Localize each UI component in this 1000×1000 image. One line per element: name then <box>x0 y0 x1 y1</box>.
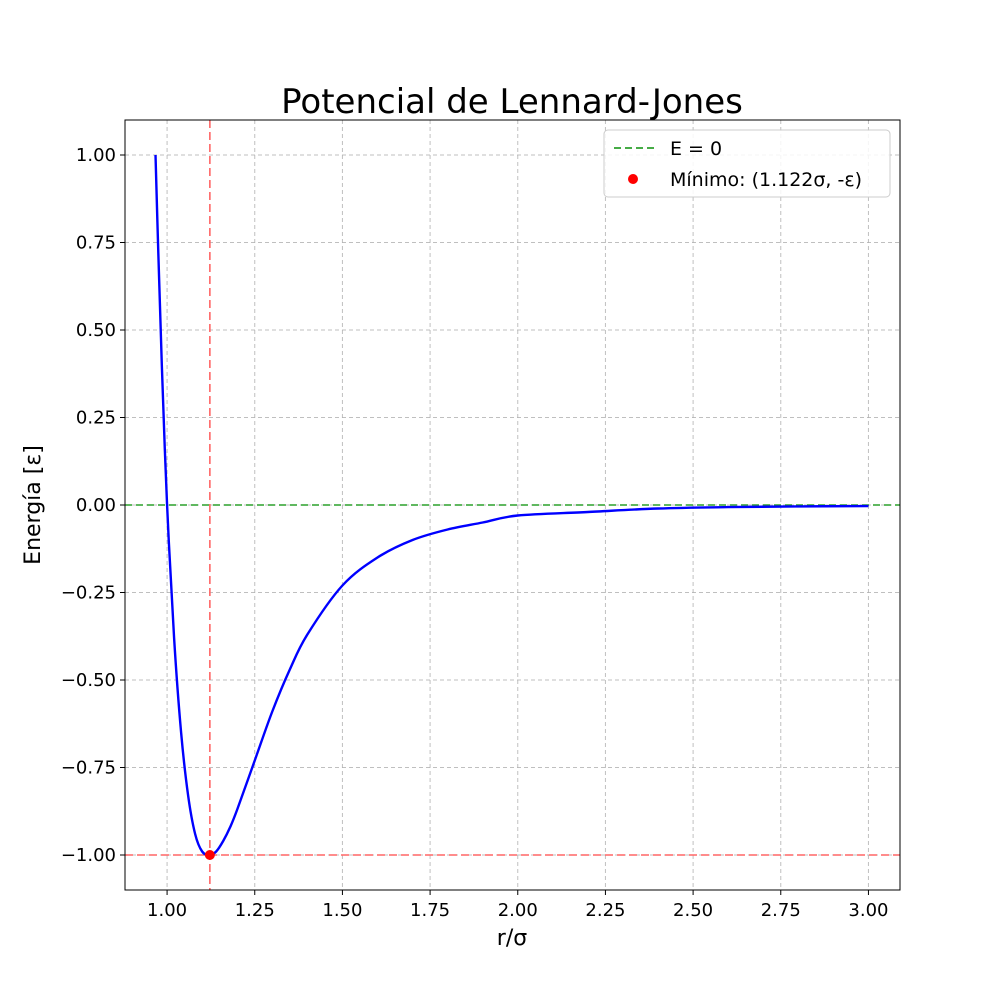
x-axis-label: r/σ <box>497 926 527 951</box>
reference-lines <box>125 120 900 890</box>
y-tick-label: −0.50 <box>61 670 116 691</box>
y-axis-ticks: 1.00 0.75 0.50 0.25 0.00 −0.25 −0.50 −0.75 −1.00 <box>61 145 125 866</box>
chart-title: Potencial de Lennard-Jones <box>281 82 743 122</box>
y-tick-label: 0.50 <box>76 320 116 341</box>
x-tick-label: 3.00 <box>848 900 888 921</box>
points <box>204 850 215 860</box>
x-tick-label: 2.75 <box>761 900 801 921</box>
y-axis-label: Energía [ε] <box>21 445 46 565</box>
x-tick-label: 2.25 <box>585 900 625 921</box>
x-tick-label: 2.00 <box>498 900 538 921</box>
x-tick-label: 1.25 <box>235 900 275 921</box>
x-axis-ticks: 1.00 1.25 1.50 1.75 2.00 2.25 2.50 2.75 3.00 <box>147 890 888 921</box>
y-tick-label: 1.00 <box>76 145 116 166</box>
x-tick-label: 2.50 <box>673 900 713 921</box>
y-tick-label: −0.25 <box>61 583 116 604</box>
x-tick-label: 1.50 <box>322 900 362 921</box>
curves <box>154 154 869 857</box>
y-tick-label: −1.00 <box>61 845 116 866</box>
legend: E = 0 Mínimo: (1.122σ, -ε) <box>603 129 891 198</box>
y-tick-label: 0.75 <box>76 233 116 254</box>
minimum-point <box>204 850 215 860</box>
lj-potential-curve <box>154 154 869 857</box>
y-tick-label: 0.25 <box>76 408 116 429</box>
y-tick-label: 0.00 <box>76 495 116 516</box>
x-tick-label: 1.75 <box>410 900 450 921</box>
legend-label: Mínimo: (1.122σ, -ε) <box>670 169 862 191</box>
legend-swatch-minimum <box>628 174 638 184</box>
x-tick-label: 1.00 <box>147 900 187 921</box>
legend-box <box>603 129 891 198</box>
y-tick-label: −0.75 <box>61 758 116 779</box>
legend-label: E = 0 <box>670 138 722 160</box>
